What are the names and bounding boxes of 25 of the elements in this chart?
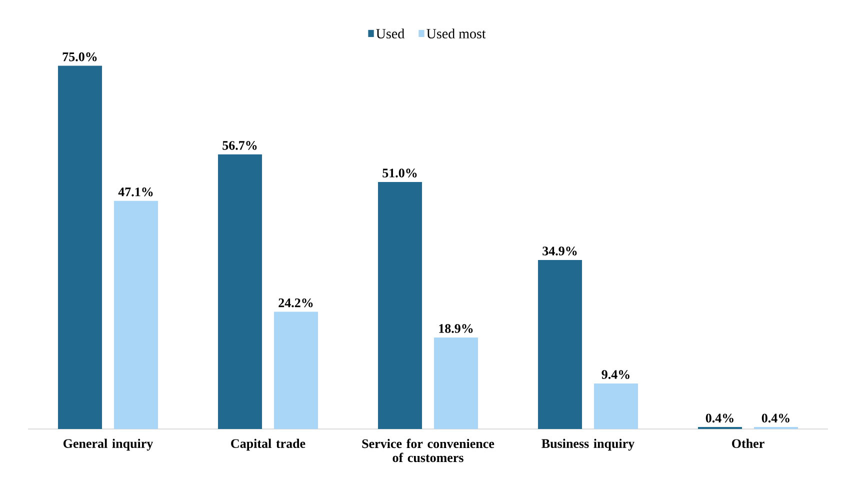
bar bbox=[58, 66, 102, 429]
legend-label: Used most bbox=[426, 28, 486, 38]
bar bbox=[274, 312, 318, 429]
data-label: 34.9% bbox=[542, 246, 577, 256]
data-label: 56.7% bbox=[222, 141, 257, 150]
bar bbox=[538, 260, 582, 429]
data-label: 0.4% bbox=[706, 414, 734, 423]
data-label: 24.2% bbox=[278, 298, 313, 308]
bar bbox=[594, 383, 638, 429]
x-tick-label: Service for convenience of customers bbox=[362, 438, 494, 462]
bar bbox=[434, 337, 478, 429]
data-label: 9.4% bbox=[602, 370, 630, 379]
data-label: 47.1% bbox=[118, 188, 153, 196]
x-tick-label: Business inquiry bbox=[542, 438, 634, 451]
x-tick-label: Capital trade bbox=[231, 438, 306, 451]
data-label: 18.9% bbox=[439, 324, 473, 333]
x-tick-label: General inquiry bbox=[63, 438, 154, 451]
data-label: 0.4% bbox=[762, 414, 790, 423]
data-label: 75.0% bbox=[62, 52, 97, 62]
bar bbox=[114, 200, 158, 429]
data-label: 51.0% bbox=[382, 168, 417, 178]
legend-label: Used bbox=[376, 28, 404, 38]
bar bbox=[378, 182, 422, 429]
x-tick-label: Other bbox=[732, 438, 764, 448]
bar bbox=[218, 154, 262, 429]
